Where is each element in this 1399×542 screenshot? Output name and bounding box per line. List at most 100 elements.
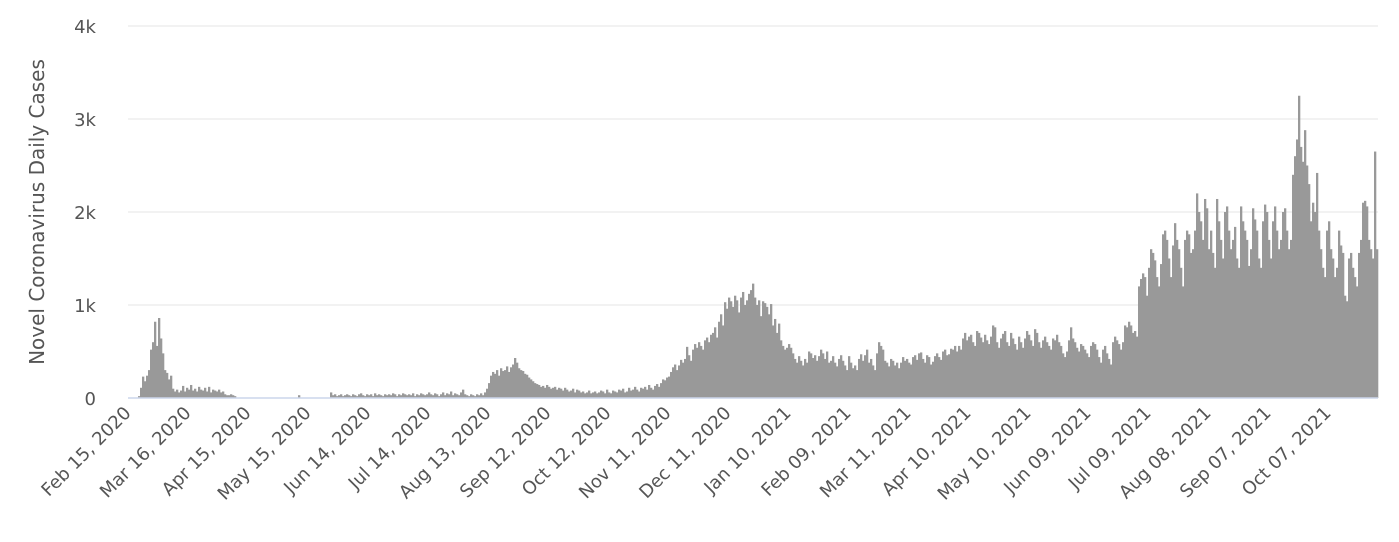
bar: [854, 365, 857, 398]
bar: [700, 345, 703, 398]
bar: [1338, 230, 1341, 398]
bar: [162, 353, 165, 398]
bar: [366, 394, 369, 398]
bar: [1088, 357, 1091, 398]
bar: [1266, 212, 1269, 398]
bar: [1282, 212, 1285, 398]
bar: [172, 388, 175, 398]
bar: [182, 385, 185, 398]
bar: [884, 360, 887, 398]
bar: [716, 337, 719, 398]
bar: [1028, 334, 1031, 398]
bar: [1030, 340, 1033, 398]
bar: [142, 376, 145, 398]
bar: [1058, 342, 1061, 398]
bar: [1042, 340, 1045, 398]
bar: [616, 392, 619, 398]
bar: [1038, 342, 1041, 398]
bar: [772, 325, 775, 398]
bar: [634, 386, 637, 398]
bar: [564, 387, 567, 398]
bar: [1218, 221, 1221, 398]
bar: [1238, 267, 1241, 398]
bar: [602, 391, 605, 398]
bar: [1210, 230, 1213, 398]
bar: [562, 390, 565, 398]
bar: [1182, 286, 1185, 398]
bar: [812, 358, 815, 398]
bar: [1348, 258, 1351, 398]
bar: [1092, 342, 1095, 398]
bar: [548, 386, 551, 398]
bar: [590, 393, 593, 398]
bar: [180, 390, 183, 398]
bar: [710, 334, 713, 398]
bar: [628, 387, 631, 398]
bar: [1040, 347, 1043, 398]
bar: [536, 384, 539, 398]
bar: [974, 345, 977, 398]
bar: [404, 394, 407, 398]
bar: [506, 366, 509, 398]
bar: [1192, 249, 1195, 398]
bar: [1062, 353, 1065, 398]
bar: [1054, 340, 1057, 398]
bar: [720, 314, 723, 398]
bar: [1198, 212, 1201, 398]
bar: [848, 356, 851, 398]
bar: [730, 301, 733, 398]
bar: [938, 357, 941, 398]
bar: [796, 362, 799, 398]
bar: [542, 385, 545, 398]
bar: [378, 394, 381, 398]
bar: [552, 387, 555, 398]
bar: [1134, 331, 1137, 398]
bar: [1142, 273, 1145, 398]
bar: [1204, 198, 1207, 398]
bar: [350, 396, 353, 398]
bar: [1074, 342, 1077, 398]
bar: [832, 356, 835, 398]
bar: [1140, 278, 1143, 398]
bar: [228, 395, 231, 398]
bar: [574, 392, 577, 398]
bar: [1246, 239, 1249, 398]
bar: [976, 331, 979, 398]
bar: [550, 388, 553, 398]
bar: [894, 365, 897, 398]
bar: [1370, 249, 1373, 398]
bar: [150, 349, 153, 398]
bar: [1174, 223, 1177, 398]
bar: [1234, 226, 1237, 398]
bar: [684, 358, 687, 398]
bar: [624, 392, 627, 398]
bar: [196, 391, 199, 398]
bar: [674, 364, 677, 398]
bar: [640, 387, 643, 398]
bar: [696, 347, 699, 398]
bar: [1362, 202, 1365, 398]
bar: [736, 300, 739, 398]
bar: [176, 389, 179, 398]
bar: [370, 394, 373, 398]
bar: [1200, 221, 1203, 398]
bar: [1206, 208, 1209, 398]
bar: [1098, 357, 1101, 398]
bar: [580, 392, 583, 398]
bar: [148, 370, 151, 398]
bar: [1300, 146, 1303, 398]
bar: [1320, 249, 1323, 398]
bar: [718, 321, 721, 398]
bar: [1302, 161, 1305, 398]
bar: [216, 391, 219, 398]
bar: [476, 394, 479, 398]
bar: [932, 361, 935, 398]
bar: [914, 355, 917, 398]
bar: [206, 391, 209, 398]
bar: [384, 394, 387, 398]
bar: [396, 396, 399, 398]
bar: [752, 283, 755, 398]
bar: [1104, 345, 1107, 398]
bar: [352, 394, 355, 398]
bar: [998, 347, 1001, 398]
